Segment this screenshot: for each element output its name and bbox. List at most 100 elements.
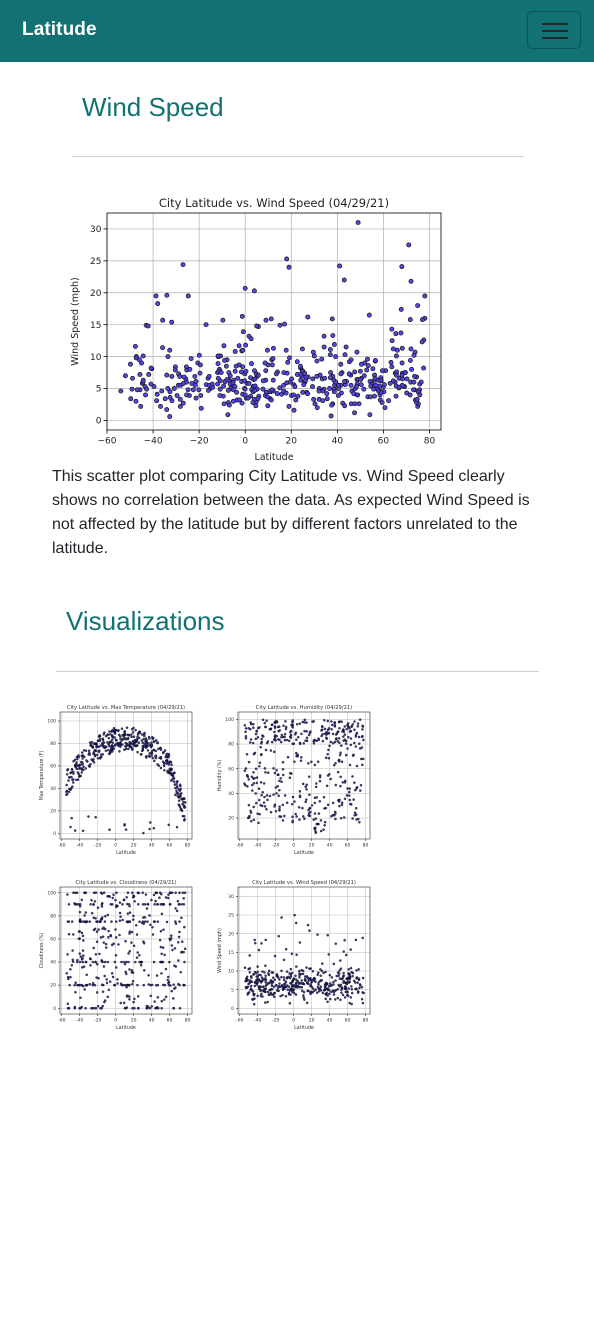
data-point [325, 784, 329, 788]
data-point [140, 960, 144, 964]
data-point [257, 978, 260, 981]
data-point [248, 981, 251, 985]
data-point [255, 730, 258, 733]
data-point [171, 386, 177, 391]
data-point [272, 750, 276, 754]
data-point [224, 377, 230, 383]
thumbnail-max-temperature[interactable]: City Latitude vs. Max Temperature (04/29… [38, 700, 200, 866]
data-point [69, 771, 73, 774]
data-point [280, 916, 283, 919]
data-point [88, 920, 92, 923]
data-point [163, 998, 166, 1001]
data-point [349, 737, 353, 740]
y-tick-label: 30 [90, 225, 102, 235]
data-point [349, 948, 352, 951]
data-point [128, 920, 132, 923]
data-point [398, 330, 404, 336]
divider [56, 671, 539, 672]
data-point [156, 920, 160, 923]
data-point [270, 971, 274, 974]
data-point [358, 747, 362, 750]
data-point [326, 1000, 329, 1004]
data-point [253, 997, 256, 1000]
data-point [270, 723, 274, 726]
data-point [119, 735, 122, 738]
data-point [166, 978, 169, 982]
data-point [270, 356, 276, 361]
data-point [263, 795, 266, 799]
data-point [170, 944, 174, 947]
data-point [77, 754, 80, 757]
data-point [225, 387, 231, 393]
data-point [350, 970, 353, 974]
data-point [70, 816, 73, 820]
data-point [80, 1005, 83, 1009]
navbar-brand[interactable]: Latitude [22, 19, 97, 40]
thumbnail-cloudiness[interactable]: City Latitude vs. Cloudiness (04/29/21) -… [38, 875, 200, 1041]
data-point [269, 749, 273, 752]
thumbnail-humidity[interactable]: City Latitude vs. Humidity (04/29/21) -60… [216, 700, 378, 866]
data-point [152, 960, 156, 964]
data-point [155, 974, 159, 977]
data-point [263, 317, 269, 323]
data-point [252, 777, 255, 780]
data-point [347, 735, 350, 739]
data-point [294, 993, 298, 996]
data-point [318, 979, 322, 983]
data-point [331, 732, 335, 736]
data-point [294, 359, 300, 365]
data-point [143, 903, 147, 906]
data-point [294, 983, 297, 987]
data-point [110, 972, 114, 975]
data-point [294, 974, 297, 978]
data-point [327, 731, 331, 735]
data-point [273, 978, 276, 982]
data-point [294, 812, 297, 816]
data-point [243, 342, 249, 348]
data-point [407, 392, 413, 398]
data-point [342, 971, 345, 975]
data-point [317, 971, 320, 974]
data-point [329, 740, 333, 744]
data-point [221, 383, 227, 389]
data-point [243, 769, 247, 773]
data-point [78, 774, 81, 778]
data-point [73, 829, 77, 832]
data-point [356, 981, 359, 984]
data-point [263, 971, 266, 974]
data-point [124, 747, 128, 751]
data-point [136, 995, 140, 998]
data-point [136, 903, 140, 906]
data-point [294, 986, 298, 989]
x-tick-label: 0 [114, 1018, 117, 1024]
data-point [275, 973, 279, 977]
data-point [177, 373, 183, 379]
data-point [339, 751, 342, 755]
data-point [169, 319, 175, 325]
data-point [140, 739, 144, 742]
data-point [146, 372, 152, 377]
data-point [72, 933, 75, 936]
data-point [312, 976, 316, 980]
x-tick-label: -20 [94, 1018, 101, 1024]
data-point [107, 748, 110, 752]
data-point [72, 772, 75, 775]
data-point [270, 377, 276, 383]
data-point [324, 992, 327, 996]
data-point [180, 807, 183, 811]
data-point [387, 380, 393, 386]
data-point [142, 831, 145, 835]
x-tick-label: 80 [363, 1018, 369, 1024]
data-point [259, 981, 263, 984]
data-point [74, 891, 77, 895]
data-point [252, 1002, 256, 1006]
data-point [355, 731, 359, 735]
navbar-toggler-button[interactable] [527, 11, 581, 49]
data-point [250, 400, 256, 406]
thumbnail-wind-speed[interactable]: City Latitude vs. Wind Speed (04/29/21) -… [216, 875, 378, 1041]
data-point [174, 986, 177, 989]
data-point [252, 752, 256, 756]
data-point [67, 1006, 70, 1010]
data-point [315, 822, 319, 826]
data-point [265, 719, 268, 723]
